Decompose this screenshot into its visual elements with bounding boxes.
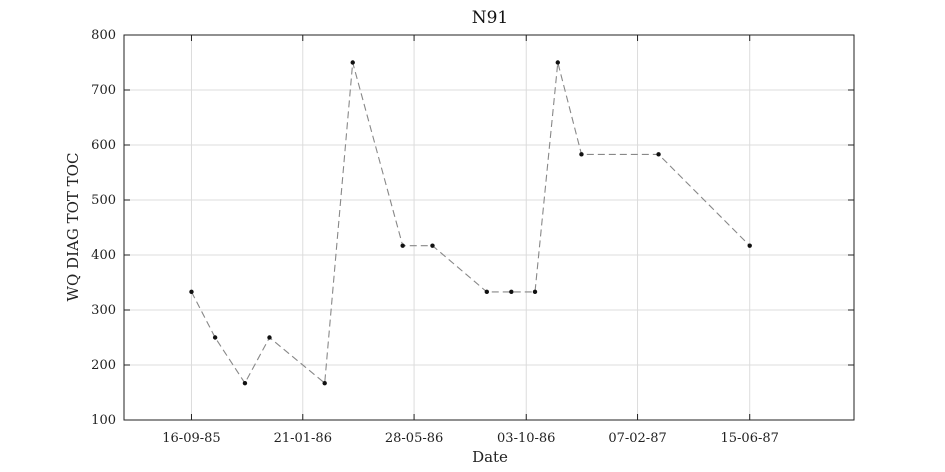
x-tick-label: 28-05-86 (385, 431, 443, 446)
y-tick-label: 800 (91, 28, 116, 43)
x-tick-label: 21-01-86 (274, 431, 332, 446)
data-point (509, 290, 513, 294)
data-point (556, 60, 560, 64)
y-tick-label: 200 (91, 358, 116, 373)
y-tick-label: 500 (91, 193, 116, 208)
x-tick-label: 07-02-87 (608, 431, 666, 446)
x-tick-label: 03-10-86 (497, 431, 555, 446)
y-axis-label: WQ DIAG TOT TOC (64, 153, 82, 302)
x-tick-label: 16-09-85 (162, 431, 220, 446)
x-axis-label: Date (472, 448, 508, 466)
data-point (213, 335, 217, 339)
data-point (748, 243, 752, 247)
x-tick-label: 15-06-87 (721, 431, 779, 446)
data-point (485, 290, 489, 294)
data-point (656, 152, 660, 156)
data-point (533, 290, 537, 294)
y-tick-label: 700 (91, 83, 116, 98)
data-point (267, 335, 271, 339)
data-point (322, 381, 326, 385)
data-point (243, 381, 247, 385)
y-tick-label: 300 (91, 303, 116, 318)
data-point (579, 152, 583, 156)
data-point (430, 243, 434, 247)
data-point (189, 290, 193, 294)
chart-title: N91 (472, 8, 509, 28)
data-point (400, 243, 404, 247)
data-point (351, 60, 355, 64)
y-tick-label: 400 (91, 248, 116, 263)
y-tick-label: 600 (91, 138, 116, 153)
y-tick-label: 100 (91, 413, 116, 428)
